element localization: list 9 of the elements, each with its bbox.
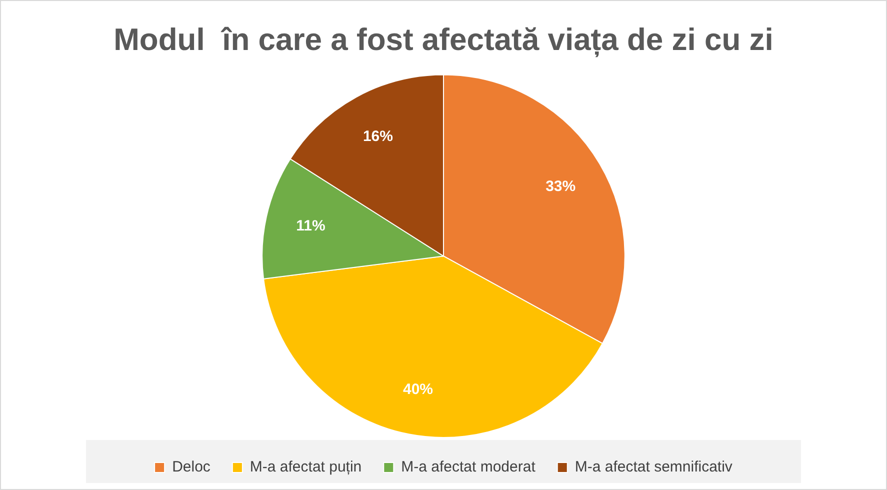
data-label: 11% [296,218,326,235]
data-label: 33% [546,178,576,195]
legend-label: Deloc [172,458,211,476]
legend-label: M-a afectat moderat [401,458,536,476]
legend-label: M-a afectat puțin [250,458,362,476]
data-label: 16% [362,128,393,146]
data-label: 40% [402,380,434,398]
chart-title: Modul în care a fost afectată viața de zi cu zi [114,22,774,58]
legend-label: M-a afectat semnificativ [574,458,733,476]
